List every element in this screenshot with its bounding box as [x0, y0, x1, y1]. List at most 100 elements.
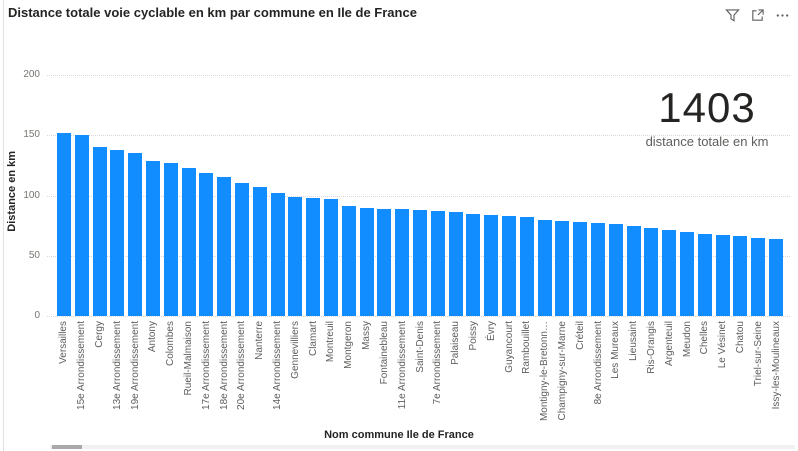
bar[interactable]	[270, 193, 285, 316]
x-axis-label: Créteil	[574, 321, 586, 350]
bar[interactable]	[359, 207, 374, 316]
bar[interactable]	[341, 206, 356, 316]
y-tick-label: 50	[28, 249, 40, 261]
x-axis-label: Chatou	[734, 321, 746, 354]
bar[interactable]	[769, 238, 784, 316]
card-value: 1403	[658, 84, 756, 131]
y-gridline	[47, 135, 790, 137]
x-axis-label: 7e Arrondissement	[432, 321, 444, 405]
x-axis-label: Cergy	[94, 321, 105, 348]
x-axis-label: 17e Arrondissement	[200, 321, 212, 410]
x-axis-label: Chelles	[699, 321, 711, 355]
y-gridline	[47, 75, 790, 76]
bar[interactable]	[306, 197, 321, 316]
bar[interactable]	[234, 183, 249, 316]
x-axis-label: Versailles	[58, 321, 70, 364]
x-axis-label: Montreuil	[325, 321, 337, 363]
bar[interactable]	[573, 222, 588, 316]
bar[interactable]	[128, 153, 143, 316]
bar[interactable]	[644, 228, 659, 316]
bar[interactable]	[537, 219, 552, 316]
bar[interactable]	[252, 187, 267, 316]
x-axis-label: Massy	[361, 321, 373, 350]
bar[interactable]	[608, 224, 623, 316]
visual-header-toolbar	[724, 7, 790, 23]
bar[interactable]	[519, 217, 534, 316]
x-axis-label: Montigny-le-Bretonn…	[539, 321, 551, 422]
bar[interactable]	[626, 225, 641, 316]
x-axis-label: Gennevilliers	[289, 321, 301, 379]
visual-left-border	[3, 0, 4, 451]
bar[interactable]	[662, 230, 677, 316]
x-axis-label: Nanterre	[254, 321, 266, 360]
horizontal-scrollbar-thumb[interactable]	[52, 445, 82, 449]
x-axis-label: 8e Arrondissement	[592, 321, 604, 405]
bar[interactable]	[484, 214, 499, 316]
total-distance-card: 1403 distance totale en km	[622, 84, 792, 150]
x-axis-label: 18e Arrondissement	[218, 321, 230, 410]
bar[interactable]	[217, 177, 232, 316]
x-axis-label: 20e Arrondissement	[236, 321, 248, 410]
chart-title: Distance totale voie cyclable en km par …	[8, 5, 417, 20]
x-axis-label: Colombes	[165, 321, 177, 367]
bar[interactable]	[74, 135, 89, 316]
bar[interactable]	[395, 208, 410, 316]
y-tick-label: 100	[23, 189, 40, 201]
x-axis-label: Lieusaint	[628, 321, 640, 362]
bar[interactable]	[697, 234, 712, 316]
x-axis-label: Évry	[485, 321, 497, 341]
filter-icon[interactable]	[724, 7, 740, 23]
x-axis-label: Ris-Orangis	[645, 321, 657, 374]
focus-mode-icon[interactable]	[749, 7, 765, 23]
bar[interactable]	[110, 149, 125, 316]
bar[interactable]	[751, 237, 766, 316]
y-gridline	[47, 195, 790, 197]
x-axis-label: 19e Arrondissement	[129, 321, 141, 410]
bar[interactable]	[92, 147, 107, 316]
bar[interactable]	[377, 208, 392, 316]
horizontal-scrollbar-track[interactable]	[50, 445, 795, 449]
x-axis-label: Palaiseau	[450, 321, 462, 365]
bar[interactable]	[715, 235, 730, 316]
y-tick-label: 0	[34, 310, 40, 321]
bar[interactable]	[56, 132, 71, 316]
x-axis-label: Fontainebleau	[378, 321, 390, 385]
bar[interactable]	[163, 162, 178, 316]
bar[interactable]	[413, 209, 427, 316]
x-axis-label: Meudon	[681, 321, 693, 358]
bar[interactable]	[502, 215, 517, 316]
x-axis-label: Guyancourt	[503, 321, 515, 373]
x-axis-label: Clamart	[307, 321, 319, 357]
x-axis-label: Les Mureaux	[610, 321, 622, 379]
bar[interactable]	[430, 211, 445, 316]
bar[interactable]	[448, 212, 463, 316]
y-gridline	[47, 316, 790, 317]
x-axis-label: Saint-Denis	[414, 321, 426, 373]
x-axis-label: 13e Arrondissement	[111, 321, 123, 410]
bar[interactable]	[145, 160, 160, 316]
card-label: distance totale en km	[645, 134, 769, 149]
bar[interactable]	[466, 213, 481, 316]
x-axis-title: Nom commune Ile de France	[324, 429, 474, 441]
x-axis-label: Rueil-Malmaison	[183, 321, 195, 396]
bar[interactable]	[680, 231, 695, 316]
x-axis-label: Triel-sur-Seine	[752, 321, 764, 387]
x-axis-label: 14e Arrondissement	[272, 321, 284, 410]
more-options-icon[interactable]	[774, 7, 790, 23]
bar[interactable]	[199, 172, 214, 316]
x-axis-label: Montgeron	[343, 321, 355, 369]
x-axis-label: Poissy	[467, 321, 479, 351]
x-axis-label: Le Vésinet	[717, 321, 729, 369]
x-axis-label: 11e Arrondissement	[396, 321, 408, 410]
bar[interactable]	[323, 199, 338, 316]
bar[interactable]	[288, 196, 303, 316]
y-tick-label: 200	[23, 69, 40, 80]
bar[interactable]	[555, 220, 570, 316]
bar[interactable]	[591, 223, 606, 316]
bar[interactable]	[733, 236, 748, 316]
x-axis-label: Antony	[147, 321, 159, 353]
y-axis-title: Distance en km	[6, 150, 18, 232]
bar[interactable]	[181, 167, 196, 316]
